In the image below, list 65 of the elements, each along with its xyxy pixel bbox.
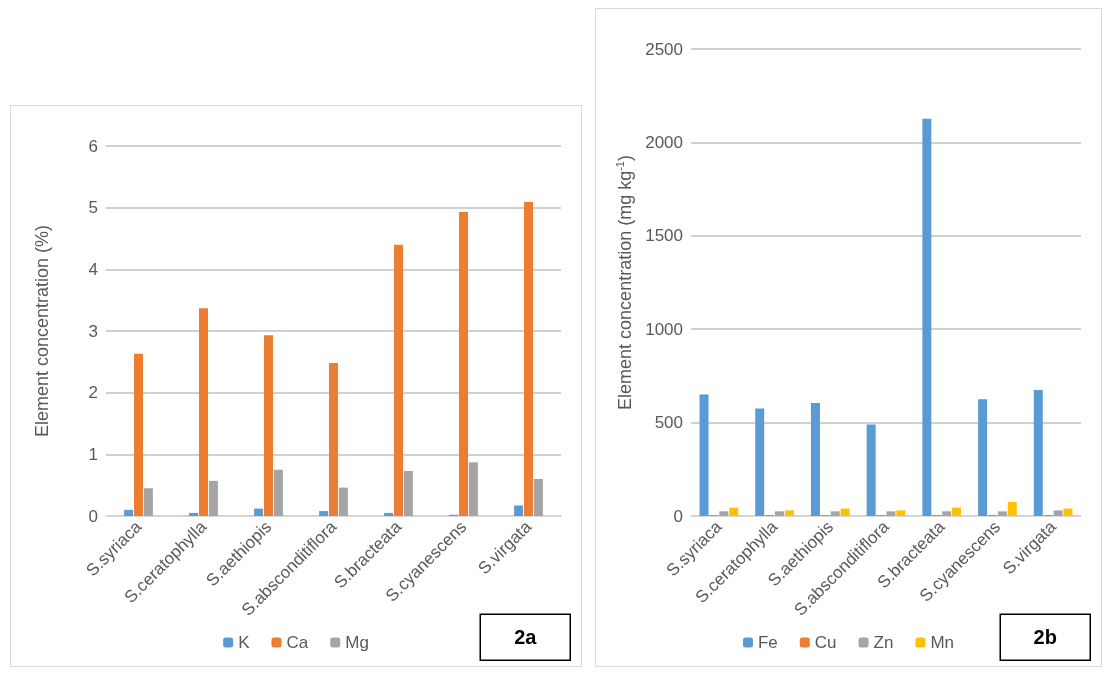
bar [810,402,820,516]
bar [189,512,199,516]
y-axis-title: Element concentration (mg kg-1) [614,155,636,410]
y-tick-label: 500 [654,413,683,433]
bar [384,512,394,516]
bar [886,511,896,516]
legend-label: Fe [757,633,778,652]
bar [329,363,338,516]
bar [319,511,329,516]
bar [468,462,478,516]
bar [199,308,208,516]
y-tick-label: 1 [88,444,98,464]
y-tick-label: 5 [88,198,98,218]
bar [729,507,739,516]
bar [896,510,906,516]
bar [997,511,1007,516]
y-tick-label: 3 [88,321,98,341]
bar [394,244,403,516]
bar [840,508,850,516]
y-tick-label: 0 [88,506,98,526]
y-axis-title: Element concentration (%) [32,224,52,438]
legend-label: Mg [345,633,369,652]
bar [922,118,932,516]
y-tick-label: 2 [88,383,98,403]
y-tick-label: 2000 [645,132,683,152]
legend-label: Mn [930,633,955,652]
bar [755,408,765,516]
legend-label: Cu [814,633,837,652]
bar [208,480,218,516]
bar [143,488,153,516]
bar [830,511,840,516]
y-tick-label: 2500 [645,39,683,59]
bar [978,399,988,516]
bar [273,469,283,516]
legend-label: K [238,633,251,652]
bar [1053,510,1063,516]
bar [524,202,533,516]
y-tick-label: 6 [88,136,98,156]
legend-label: Zn [873,633,894,652]
bar [1033,389,1043,516]
legend-label: Ca [286,633,309,652]
bar [866,424,876,516]
bar [699,394,709,516]
y-tick-label: 1000 [645,319,683,339]
bar [124,509,134,516]
bar [784,510,794,516]
bar [942,511,952,516]
text: 2b [1033,626,1057,649]
bar [338,487,348,516]
bar [134,353,143,516]
y-tick-label: 1500 [645,226,683,246]
bar [459,211,468,516]
bar [264,335,273,516]
bar [514,505,524,516]
bar [1063,508,1073,516]
text: 2a [514,626,538,649]
bar [533,479,543,516]
bar [775,511,785,516]
y-tick-label: 0 [673,506,683,526]
bar [403,470,413,516]
bar [1007,501,1017,516]
y-tick-label: 4 [88,259,98,279]
bar [952,507,962,516]
bar [254,508,264,516]
bar [719,511,729,516]
